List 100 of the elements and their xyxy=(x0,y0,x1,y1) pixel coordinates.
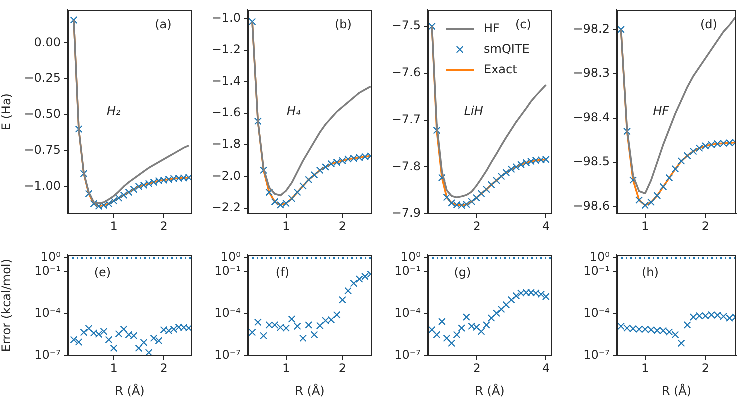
point xyxy=(696,144,704,152)
point xyxy=(512,163,520,171)
point xyxy=(276,324,284,332)
y-tick-label: −0.50 xyxy=(24,107,61,122)
point xyxy=(462,314,470,322)
point xyxy=(468,322,476,330)
y-tick-label: −98.5 xyxy=(573,154,610,169)
x-tick-label: 2 xyxy=(338,361,347,376)
y-tick-label: 10⁻⁴ xyxy=(214,306,242,320)
x-tick-label: 2 xyxy=(702,219,710,234)
point xyxy=(428,22,436,30)
point xyxy=(135,344,143,352)
point xyxy=(448,340,456,348)
point xyxy=(300,182,307,190)
point xyxy=(708,141,716,149)
point xyxy=(708,311,716,319)
point xyxy=(110,344,118,352)
y-tick-label: −98.6 xyxy=(573,199,610,214)
point xyxy=(690,314,698,322)
point xyxy=(165,327,173,335)
point xyxy=(294,322,302,330)
point xyxy=(120,326,128,334)
point xyxy=(75,338,83,346)
point xyxy=(472,324,480,332)
annotation: HF xyxy=(653,104,670,118)
point xyxy=(125,188,133,196)
point xyxy=(522,159,530,167)
point xyxy=(714,312,722,320)
point xyxy=(344,156,352,164)
point xyxy=(175,324,183,332)
point xyxy=(532,156,540,164)
y-tick-label: 10⁻¹ xyxy=(34,264,62,278)
annotation: LiH xyxy=(464,104,484,118)
point xyxy=(310,171,318,179)
point xyxy=(333,158,341,166)
x-tick-label: 2 xyxy=(160,361,168,376)
y-tick-label: −7.5 xyxy=(392,18,421,33)
x-tick-label: 1 xyxy=(110,361,118,376)
annotation: (f) xyxy=(276,265,290,280)
point xyxy=(532,290,540,298)
y-tick-label: 10⁻¹ xyxy=(584,264,610,278)
y-tick-label: −1.8 xyxy=(212,137,241,152)
legend-label: HF xyxy=(484,21,500,36)
y-tick-label: −7.8 xyxy=(392,159,421,174)
point xyxy=(438,174,446,182)
y-tick-label: 10⁰ xyxy=(590,250,610,264)
point xyxy=(282,324,290,332)
annotation: H₄ xyxy=(286,104,301,118)
point xyxy=(696,312,704,320)
point xyxy=(726,314,734,322)
point xyxy=(175,174,183,182)
point xyxy=(538,290,546,298)
point xyxy=(453,331,461,339)
point xyxy=(328,160,336,168)
y-tick-label: −0.75 xyxy=(24,142,61,157)
point xyxy=(150,178,158,186)
point xyxy=(145,180,153,188)
annotation: (b) xyxy=(334,17,352,32)
point xyxy=(542,156,550,164)
point xyxy=(648,326,656,334)
point xyxy=(140,182,148,190)
point xyxy=(660,183,668,191)
point xyxy=(254,118,262,126)
point xyxy=(120,192,128,200)
x-tick-label: 1 xyxy=(642,361,650,376)
point xyxy=(70,16,78,24)
x-tick-label: 4 xyxy=(542,219,550,234)
point xyxy=(648,198,656,206)
y-tick-label: 10⁻⁷ xyxy=(394,348,422,362)
point xyxy=(248,18,256,26)
y-tick-label: 10⁻¹ xyxy=(394,264,422,278)
point xyxy=(362,153,369,161)
point xyxy=(642,326,650,334)
point xyxy=(180,324,188,332)
y-tick-label: 10⁻⁴ xyxy=(34,306,62,320)
point xyxy=(271,321,279,329)
point xyxy=(70,336,78,344)
point xyxy=(508,166,516,174)
x-axis-title: R (Å) xyxy=(662,382,692,398)
point xyxy=(617,322,625,330)
point xyxy=(135,183,143,190)
point xyxy=(542,293,550,301)
point xyxy=(125,331,133,339)
point xyxy=(322,164,330,171)
y-tick-label: 10⁻⁴ xyxy=(584,306,610,320)
point xyxy=(254,318,262,326)
point xyxy=(185,174,192,182)
point xyxy=(170,326,178,334)
y-tick-label: −7.9 xyxy=(392,206,421,220)
point xyxy=(328,316,336,324)
point xyxy=(458,324,466,332)
point xyxy=(666,174,674,182)
point xyxy=(512,292,520,300)
point xyxy=(165,176,173,184)
point xyxy=(356,154,364,162)
point xyxy=(266,188,274,196)
point xyxy=(115,330,123,338)
y-tick-label: −1.4 xyxy=(212,74,241,88)
y-tick-label: −98.4 xyxy=(573,110,610,124)
y-tick-label: 10⁰ xyxy=(220,250,242,264)
